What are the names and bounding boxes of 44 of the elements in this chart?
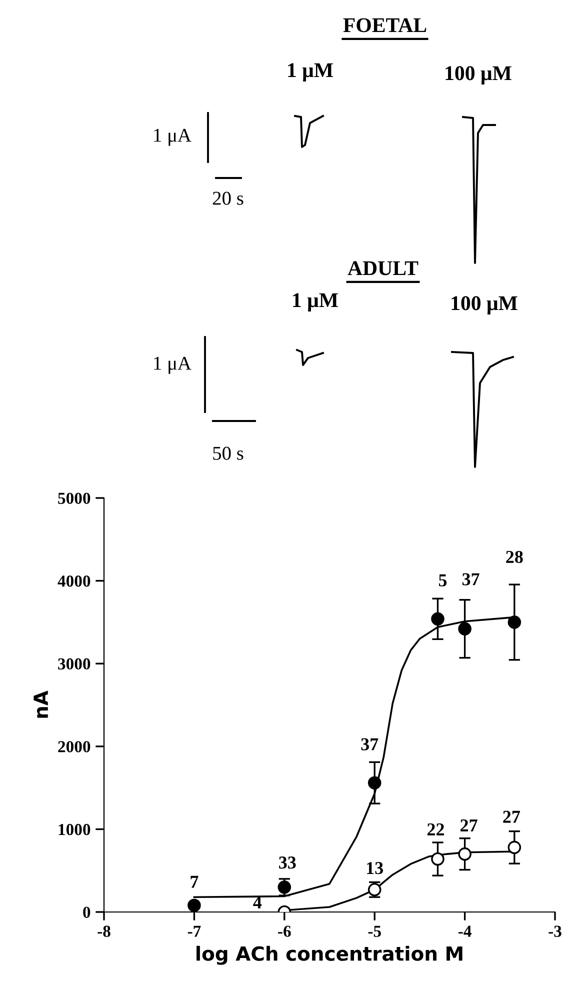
annotation: 7 (190, 876, 198, 888)
x-tick-label: -6 (278, 926, 291, 937)
x-tick-label: -8 (98, 926, 110, 937)
text: 1 μM (293, 293, 338, 312)
text: 20 s (212, 192, 244, 205)
annotation: 27 (460, 819, 478, 832)
y-tick-label: 0 (83, 906, 90, 918)
annotation: 5 (438, 574, 447, 586)
x-tick-label: -4 (458, 926, 472, 937)
y-tick-label: 3000 (58, 658, 90, 670)
text: 50 s (213, 446, 244, 460)
point (458, 847, 472, 861)
annotation: 37 (462, 573, 480, 586)
text: 100 μM (446, 66, 512, 84)
annotation: 4 (253, 896, 262, 908)
text: 1 μA (154, 128, 192, 146)
point (431, 852, 444, 866)
point (188, 898, 201, 912)
x-tick-label: -7 (188, 926, 201, 937)
annotation: 13 (367, 862, 384, 874)
annotation: 27 (503, 810, 520, 823)
annotation: 22 (427, 823, 444, 836)
x-axis-title: log ACh concentration M (196, 946, 462, 965)
x-tick-label: -3 (548, 926, 562, 937)
point (431, 612, 444, 626)
annotation: 28 (506, 550, 523, 564)
y-tick-label: 2000 (58, 741, 90, 752)
y-tick-label: 4000 (58, 576, 90, 587)
y-tick-label: 1000 (58, 824, 90, 836)
text: 1 μM (288, 63, 333, 82)
annotation: 33 (279, 856, 296, 869)
point (278, 880, 292, 894)
text: FOETAL (343, 18, 426, 32)
point (508, 616, 522, 629)
text: 1 μA (154, 356, 192, 374)
point (508, 840, 522, 854)
y-axis-title: nA (34, 690, 48, 718)
y-tick-label: 5000 (58, 492, 90, 504)
annotation: 37 (361, 738, 378, 750)
text: ADULT (348, 261, 418, 276)
point (458, 622, 472, 636)
x-tick-label: -5 (368, 926, 381, 937)
text: 100 μM (452, 296, 518, 314)
point (368, 776, 382, 790)
